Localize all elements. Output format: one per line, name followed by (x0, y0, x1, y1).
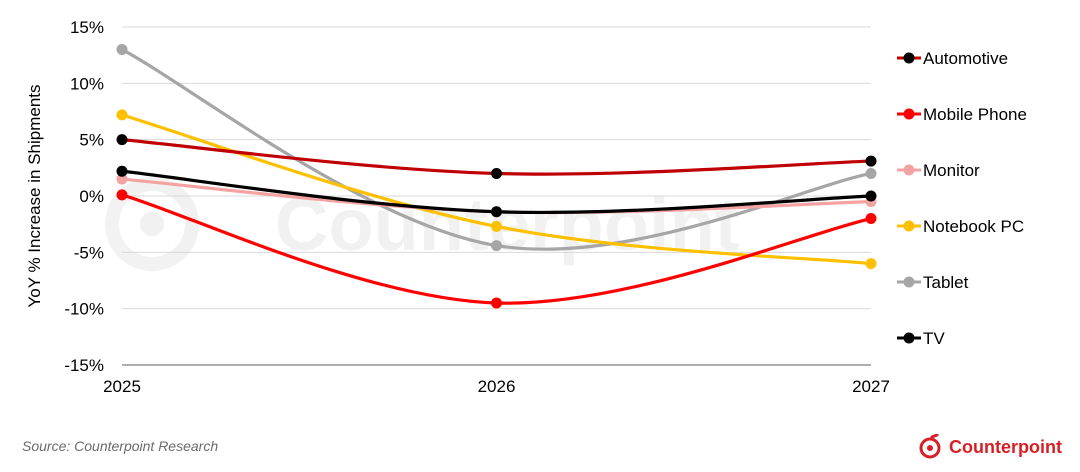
source-note: Source: Counterpoint Research (22, 438, 219, 454)
legend-label: TV (923, 329, 945, 348)
y-tick-label: 0% (79, 187, 104, 206)
legend-item: Automotive (897, 49, 1008, 68)
data-point-tablet (491, 240, 502, 252)
legend-item: Notebook PC (897, 217, 1024, 236)
watermark-text: Counterpoint (275, 183, 739, 266)
data-point-notebook-pc (491, 220, 502, 232)
data-point-tablet (116, 44, 128, 56)
legend-item: TV (897, 329, 945, 348)
x-tick-label: 2027 (852, 377, 890, 396)
data-point-tablet (865, 167, 877, 179)
counterpoint-logo-icon (919, 434, 941, 459)
data-point-tv (116, 165, 128, 177)
legend-item: Tablet (897, 273, 969, 292)
data-point-tv (491, 206, 502, 218)
brand-name: Counterpoint (949, 436, 1062, 457)
y-tick-label: 15% (70, 18, 104, 37)
y-tick-label: 10% (70, 74, 104, 93)
x-tick-label: 2026 (478, 377, 516, 396)
legend-swatch-marker (903, 52, 915, 64)
legend-label: Notebook PC (923, 217, 1024, 236)
legend-label: Monitor (923, 161, 980, 180)
legend-label: Mobile Phone (923, 105, 1027, 124)
legend-item: Mobile Phone (897, 105, 1027, 124)
line-chart: Counterpoint 15% 10% 5% 0% -5% -10% -15% 2025 2… (25, 18, 1027, 396)
legend-label: Tablet (923, 273, 969, 292)
legend-swatch-marker (903, 220, 915, 232)
y-tick-label: 5% (79, 131, 104, 150)
legend-swatch-marker (903, 108, 915, 120)
y-tick-label: -10% (64, 300, 104, 319)
data-point-mobile-phone (491, 297, 502, 309)
y-tick-label: -5% (74, 243, 104, 262)
data-point-automotive (116, 134, 128, 146)
brand-logo: Counterpoint (917, 434, 1062, 460)
legend-label: Automotive (923, 49, 1008, 68)
data-point-automotive (865, 155, 877, 167)
data-point-tv (865, 190, 877, 202)
legend-swatch-marker (903, 164, 915, 176)
legend-swatch-marker (903, 332, 915, 344)
y-axis-title: YoY % Increase in Shipments (25, 84, 44, 307)
y-tick-label: -15% (64, 356, 104, 375)
data-point-mobile-phone (116, 189, 128, 201)
legend-swatch-marker (903, 276, 915, 288)
legend-item: Monitor (897, 161, 980, 180)
data-point-notebook-pc (116, 109, 128, 121)
data-point-monitor (116, 173, 128, 185)
data-point-automotive (491, 167, 502, 179)
data-point-mobile-phone (865, 213, 877, 225)
data-point-notebook-pc (865, 258, 877, 270)
x-tick-label: 2025 (103, 377, 141, 396)
